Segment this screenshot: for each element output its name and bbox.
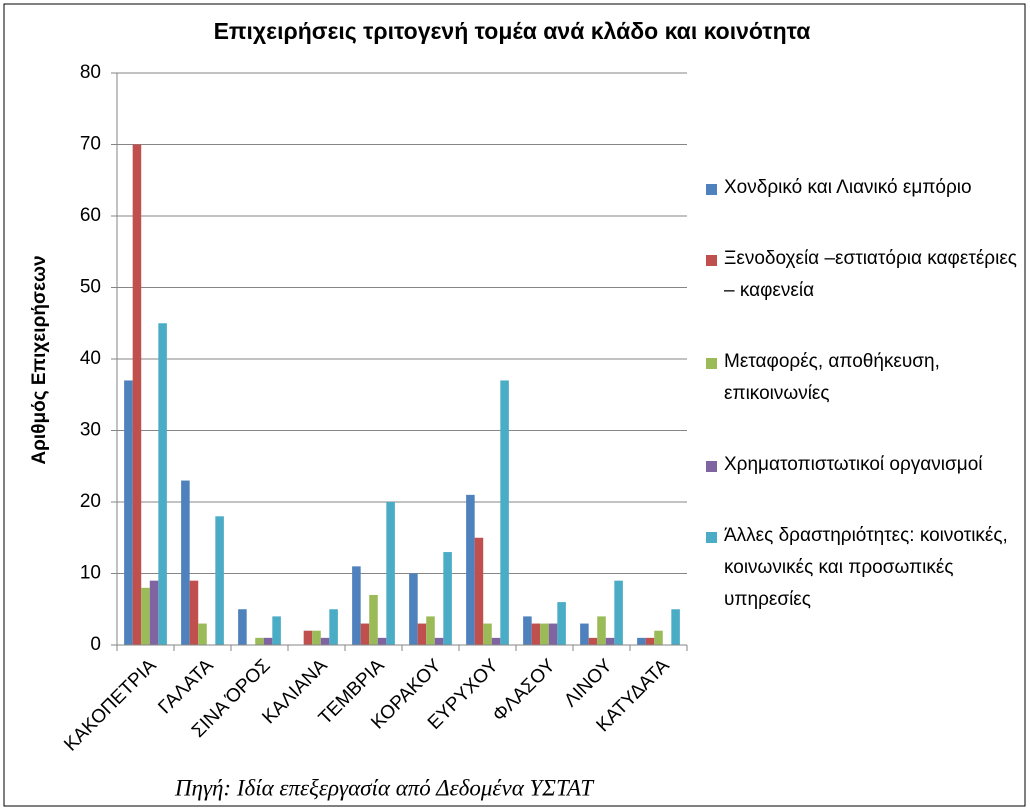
bar [158, 323, 167, 645]
legend-label: Ξενοδοχεία –εστιατόρια καφετέριες – καφε… [724, 248, 1017, 301]
y-tick-label: 50 [80, 277, 101, 298]
bar [352, 566, 361, 645]
bar [386, 502, 395, 645]
bar [312, 630, 321, 645]
bar [329, 609, 338, 645]
y-tick-label: 10 [80, 563, 101, 584]
x-tick-label: ΚΑΚΟΠΕΤΡΙΑ [60, 655, 161, 756]
y-tick-label: 60 [80, 205, 101, 226]
y-axis-label: Αριθμός Επιχειρήσεων [29, 255, 50, 464]
bar [614, 580, 623, 645]
x-tick-label: ΦΛΑΣΟΥ [489, 655, 560, 726]
bar [443, 552, 452, 645]
bar [466, 494, 475, 645]
bar [483, 623, 492, 645]
bar [149, 580, 159, 645]
legend-label: Μεταφορές, αποθήκευση, επικοινωνίες [724, 351, 940, 404]
legend-swatch [706, 358, 717, 369]
bar [303, 630, 313, 645]
legend-label: Χονδρικό και Λιανικό εμπόριο [724, 177, 972, 198]
y-tick-label: 30 [80, 420, 101, 441]
legend-item: Άλλες δραστηριότητες: κοινοτικές, κοινων… [700, 520, 1020, 616]
legend: Χονδρικό και Λιανικό εμπόριο Ξενοδοχεία –… [700, 172, 1020, 655]
bar [409, 573, 418, 645]
bar [500, 380, 509, 645]
bar [132, 144, 142, 645]
bar [377, 637, 387, 645]
bar [417, 623, 427, 645]
bar [523, 616, 532, 645]
legend-item: Μεταφορές, αποθήκευση, επικοινωνίες [700, 346, 1020, 410]
bar [238, 609, 247, 645]
bar [369, 594, 378, 645]
legend-label: Χρηματοπιστωτικοί οργανισμοί [724, 454, 983, 475]
bar [597, 616, 606, 645]
bar [588, 637, 598, 645]
y-tick-label: 0 [90, 634, 101, 655]
bar [645, 637, 655, 645]
bar [189, 580, 199, 645]
bar [141, 587, 150, 645]
bar [474, 537, 484, 645]
y-tick-label: 80 [80, 62, 101, 83]
bar [671, 609, 680, 645]
bar [434, 637, 444, 645]
frame [3, 3, 1026, 807]
bar [548, 623, 558, 645]
bar [181, 480, 190, 645]
bar [557, 602, 566, 645]
bar [531, 623, 541, 645]
bar [198, 623, 207, 645]
x-tick-label: ΛΙΝΟΥ [560, 655, 616, 711]
y-tick-label: 20 [80, 491, 101, 512]
bar [605, 637, 615, 645]
y-tick-label: 70 [80, 134, 101, 155]
bar [272, 616, 281, 645]
bar [215, 516, 224, 645]
legend-item: Ξενοδοχεία –εστιατόρια καφετέριες – καφε… [700, 243, 1020, 307]
bar [360, 623, 370, 645]
bar [263, 637, 273, 645]
legend-item: Χρηματοπιστωτικοί οργανισμοί [700, 449, 1020, 481]
legend-swatch [706, 532, 717, 543]
chart-title: Επιχειρήσεις τριτογενή τομέα ανά κλάδο κ… [214, 18, 811, 44]
legend-swatch [706, 184, 717, 195]
bar [637, 637, 646, 645]
bar [540, 623, 549, 645]
bar [491, 637, 501, 645]
legend-label: Άλλες δραστηριότητες: κοινοτικές, κοινων… [724, 525, 1008, 610]
bar [580, 623, 589, 645]
legend-item: Χονδρικό και Λιανικό εμπόριο [700, 172, 1020, 204]
legend-swatch [706, 461, 717, 472]
bar [654, 630, 663, 645]
source-note: Πηγή: Ιδία επεξεργασία από Δεδομένα ΥΣΤΑ… [174, 775, 595, 800]
bar [426, 616, 435, 645]
y-tick-label: 40 [80, 348, 101, 369]
legend-swatch [706, 255, 717, 266]
bar [124, 380, 133, 645]
bar [255, 637, 264, 645]
bar [320, 637, 330, 645]
